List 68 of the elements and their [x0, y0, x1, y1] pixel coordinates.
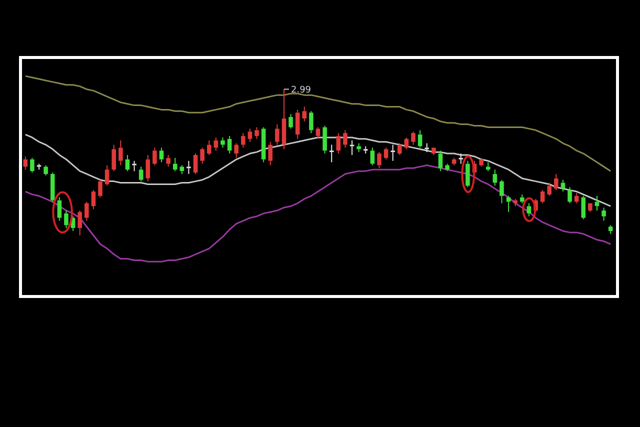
candlestick	[363, 146, 368, 154]
candlestick	[500, 179, 504, 204]
candlestick	[492, 169, 498, 186]
candlestick	[220, 136, 225, 148]
candlestick	[91, 190, 96, 210]
candlestick	[159, 147, 164, 163]
candlestick	[343, 130, 348, 148]
candlestick	[288, 114, 293, 130]
candlestick	[479, 157, 484, 168]
candlestick	[261, 126, 266, 163]
candlestick	[227, 135, 232, 154]
candlestick	[554, 173, 558, 191]
candlestick	[125, 154, 130, 172]
candlestick	[513, 198, 518, 207]
candlestick	[418, 130, 422, 148]
candlestick	[526, 202, 532, 217]
candlestick	[214, 136, 218, 152]
candlestick	[411, 131, 416, 146]
candlestick	[384, 147, 388, 160]
candlestick	[336, 132, 341, 154]
candlestick	[166, 154, 170, 168]
candlestick	[458, 153, 464, 164]
candlestick	[390, 144, 395, 162]
candlestick	[254, 126, 259, 140]
candlestick	[57, 196, 62, 222]
candlestick	[112, 144, 116, 172]
candlestick	[234, 142, 238, 158]
candlestick	[78, 210, 82, 236]
candlestick	[180, 164, 184, 174]
candlestick	[248, 128, 252, 142]
candlestick	[44, 164, 48, 176]
candlestick	[398, 142, 402, 156]
candlestick	[424, 142, 430, 153]
candlestick	[432, 148, 436, 156]
candlestick	[118, 140, 123, 166]
candlestick	[316, 126, 320, 140]
candlestick	[486, 162, 490, 172]
candlestick	[377, 152, 382, 169]
candlestick	[581, 195, 586, 220]
candlestick	[602, 207, 606, 222]
candlestick	[98, 179, 102, 198]
candlestick	[309, 110, 314, 134]
candlestick	[275, 124, 280, 146]
annotation: 2.99	[290, 86, 312, 96]
candlestick	[438, 150, 443, 172]
candlestick	[138, 166, 144, 182]
candlestick	[146, 154, 150, 182]
candlestick	[404, 136, 409, 150]
candlestick	[268, 141, 273, 166]
candlestick	[282, 88, 286, 150]
candlestick	[64, 210, 68, 229]
candlestick	[302, 106, 307, 122]
candlestick	[30, 157, 34, 174]
candlestick	[186, 160, 191, 174]
candlestick	[329, 144, 334, 163]
candlestick	[23, 156, 28, 170]
candlestick	[50, 172, 55, 202]
candlestick	[206, 140, 212, 156]
candlestick	[466, 160, 470, 188]
candlestick	[295, 109, 300, 140]
candlestick	[608, 224, 613, 234]
candlestick	[588, 203, 592, 212]
candlestick	[241, 132, 246, 148]
candlestick	[200, 147, 204, 164]
candlestick	[104, 164, 110, 186]
candlestick	[506, 195, 511, 212]
candlestick	[193, 153, 198, 174]
candlestick	[356, 142, 361, 153]
